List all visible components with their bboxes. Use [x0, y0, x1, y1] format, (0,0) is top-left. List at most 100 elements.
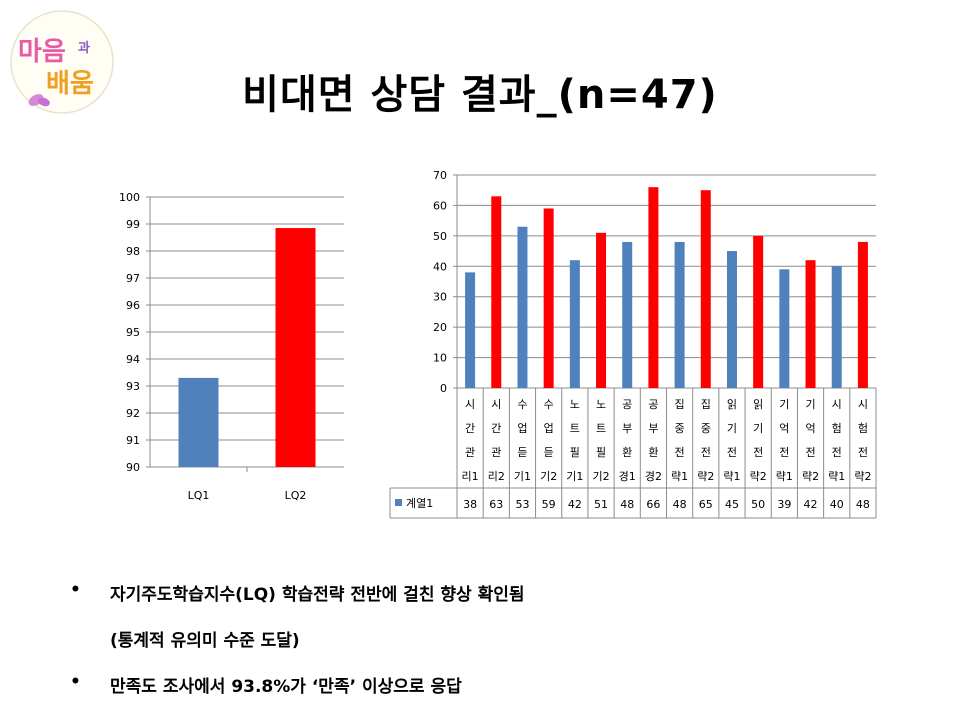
x-tick-label: 략1: [828, 470, 845, 483]
logo-text-line1: 마음: [18, 37, 66, 67]
x-tick-label: 략1: [776, 470, 793, 483]
y-tick-label: 40: [433, 260, 447, 273]
x-tick-label: 억: [805, 422, 815, 435]
y-tick-label: 97: [126, 272, 140, 285]
x-tick-label: 략2: [750, 470, 767, 483]
x-tick-label: 업: [517, 422, 527, 435]
y-tick-label: 94: [126, 353, 140, 366]
y-tick-label: 98: [126, 245, 140, 258]
data-table-value: 66: [646, 498, 660, 511]
y-tick-label: 96: [126, 299, 140, 312]
x-tick-label: 략1: [723, 470, 740, 483]
x-tick-label: 중: [675, 422, 685, 435]
x-tick-label: 험: [832, 422, 842, 435]
x-tick-label: 노: [596, 398, 606, 411]
bar-읽기전략2: [753, 235, 764, 388]
bar-시험전략1: [831, 266, 842, 388]
x-tick-label: LQ1: [188, 489, 210, 502]
x-tick-label: 트: [570, 422, 580, 435]
data-table-value: 39: [777, 498, 791, 511]
bullet-item: • 자기주도학습지수(LQ) 학습전략 전반에 걸친 향상 확인됨: [70, 580, 930, 605]
bar-lq1: [178, 377, 219, 467]
y-tick-label: 0: [440, 382, 447, 395]
y-tick-label: 10: [433, 352, 447, 365]
x-tick-label: 전: [701, 446, 711, 459]
data-table-value: 50: [751, 498, 765, 511]
butterfly-icon: [28, 94, 50, 107]
x-tick-label: 리1: [462, 470, 479, 483]
x-tick-label: 부: [648, 422, 658, 435]
x-tick-label: 공: [622, 398, 632, 411]
data-table-value: 42: [568, 498, 582, 511]
data-table-value: 65: [699, 498, 713, 511]
bar-노트필기2: [596, 232, 607, 388]
bar-기억전략2: [805, 260, 816, 388]
x-tick-label: 환: [622, 446, 632, 459]
x-tick-label: 트: [596, 422, 606, 435]
bar-기억전략1: [779, 269, 790, 388]
x-tick-label: 읽: [753, 398, 763, 411]
x-tick-label: 간: [465, 422, 475, 435]
x-tick-label: 략2: [854, 470, 871, 483]
x-tick-label: 수: [517, 398, 527, 411]
data-table-value: 48: [673, 498, 687, 511]
x-tick-label: 리2: [488, 470, 505, 483]
y-tick-label: 30: [433, 291, 447, 304]
x-tick-label: 공: [648, 398, 658, 411]
x-tick-label: 필: [596, 446, 606, 459]
lq-bar-chart: 90 91 92 93 94 95 96 97 98 99 100 LQ1 LQ2: [100, 180, 360, 510]
bullet-text: 만족도 조사에서 93.8%가 ‘만족’ 이상으로 응답: [110, 677, 462, 697]
legend-key: [395, 499, 402, 506]
y-tick-label: 60: [433, 199, 447, 212]
x-tick-label: 관: [465, 446, 475, 459]
x-tick-label: 전: [832, 446, 842, 459]
bar-수업듣기2: [543, 208, 554, 388]
data-table-value: 40: [830, 498, 844, 511]
x-tick-label: 듣: [544, 446, 554, 459]
x-tick-label: 전: [675, 446, 685, 459]
data-table-value: 45: [725, 498, 739, 511]
data-table-value: 42: [804, 498, 818, 511]
x-tick-label: 전: [753, 446, 763, 459]
bullet-text: (통계적 유의미 수준 도달): [110, 631, 300, 651]
bullet-item: (통계적 유의미 수준 도달): [70, 626, 930, 651]
y-tick-label: 20: [433, 321, 447, 334]
x-tick-label: 기: [805, 398, 815, 411]
x-tick-label: 듣: [517, 446, 527, 459]
y-tick-label: 90: [126, 461, 140, 474]
x-tick-label: 시: [832, 398, 842, 411]
bar-공부환경2: [648, 187, 659, 388]
x-tick-label: 경2: [645, 470, 662, 483]
logo: 마음 과 배움: [8, 8, 116, 116]
data-table-value: 38: [463, 498, 477, 511]
data-table-value: 59: [542, 498, 556, 511]
x-tick-label: 전: [805, 446, 815, 459]
bullet-marker: •: [70, 580, 81, 600]
bar-공부환경1: [622, 241, 633, 388]
x-tick-label: 간: [491, 422, 501, 435]
bar-lq2: [275, 228, 316, 467]
x-tick-label: 수: [544, 398, 554, 411]
y-tick-label: 70: [433, 169, 447, 182]
x-tick-label: 기: [779, 398, 789, 411]
bar-집중전략2: [700, 190, 711, 388]
bullet-item: • 만족도 조사에서 93.8%가 ‘만족’ 이상으로 응답: [70, 672, 930, 697]
x-tick-label: 기: [753, 422, 763, 435]
y-tick-label: 99: [126, 218, 140, 231]
x-tick-label: 기1: [566, 470, 583, 483]
x-tick-label: 략1: [671, 470, 688, 483]
x-tick-label: 기1: [514, 470, 531, 483]
x-tick-label: 억: [779, 422, 789, 435]
x-tick-label: 중: [701, 422, 711, 435]
x-tick-label: 전: [727, 446, 737, 459]
x-tick-label: 기2: [592, 470, 609, 483]
bar-시험전략2: [857, 241, 868, 388]
data-table-value: 53: [515, 498, 529, 511]
bar-시간관리2: [491, 196, 502, 388]
x-tick-label: 필: [570, 446, 580, 459]
x-tick-label: 략2: [802, 470, 819, 483]
strategy-bar-chart: 0 10 20 30 40 50 60 70 계열1 시 간 관 리1 38 시 간 관 리2 63 수 업 듣 기1 53 수…: [389, 160, 890, 530]
x-tick-label: 기2: [540, 470, 557, 483]
y-tick-label: 93: [126, 380, 140, 393]
y-tick-label: 91: [126, 434, 140, 447]
